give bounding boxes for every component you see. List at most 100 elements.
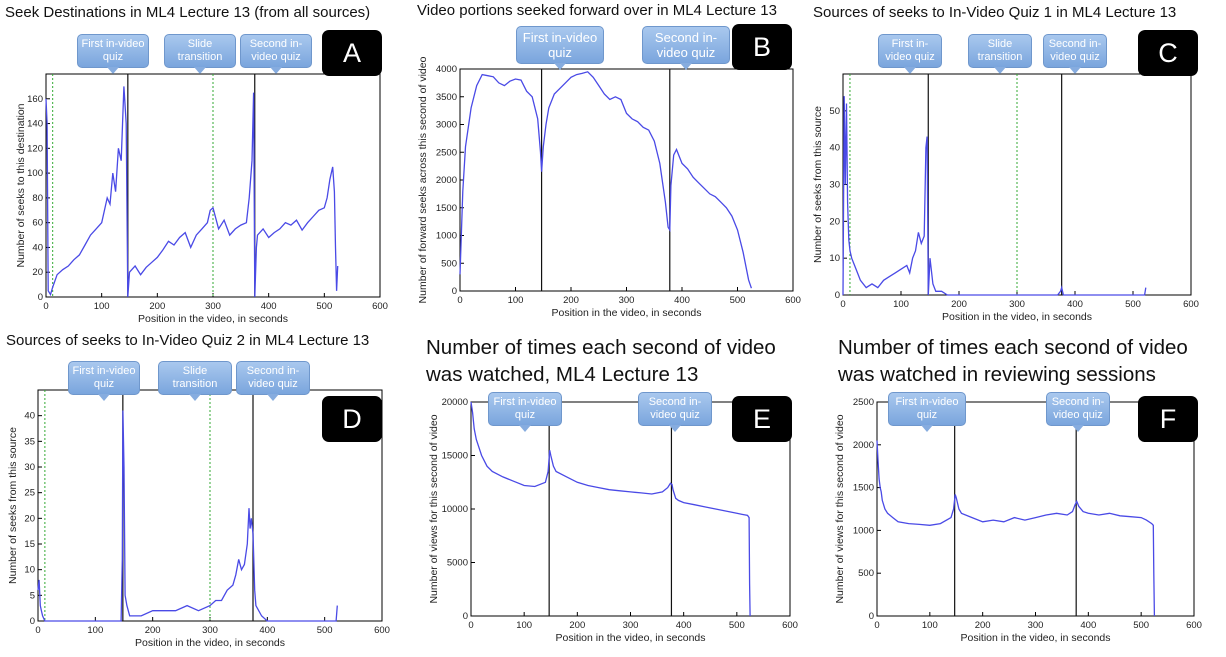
y-tick-label: 15000 xyxy=(442,451,468,462)
y-tick-label: 40 xyxy=(24,411,35,422)
x-tick-label: 100 xyxy=(87,625,103,636)
y-tick-label: 10 xyxy=(829,253,840,264)
y-tick-label: 20 xyxy=(32,267,43,278)
y-tick-label: 60 xyxy=(32,218,43,229)
callout-slide-transition: Slide transition xyxy=(158,361,232,401)
x-tick-label: 200 xyxy=(975,620,991,631)
x-tick-label: 0 xyxy=(43,301,48,312)
panel-badge: C xyxy=(1138,30,1198,76)
callout-first-quiz: First in-video quiz xyxy=(888,392,966,432)
y-axis-label: Number of views for this second of video xyxy=(834,414,846,603)
x-tick-label: 500 xyxy=(730,295,746,306)
chart-b: 0 100 200 300 400 500 600 0 500 1000 1500 2000 2500 3… xyxy=(417,56,801,319)
callout-slide-transition: Slide transition xyxy=(164,34,236,74)
x-tick-label: 600 xyxy=(374,625,390,636)
y-tick-label: 0 xyxy=(869,611,874,622)
callout-slide-transition: Slide transition xyxy=(968,34,1032,74)
x-axis-label: Position in the video, in seconds xyxy=(135,637,285,649)
x-tick-label: 500 xyxy=(1125,299,1141,310)
y-tick-label: 4000 xyxy=(436,64,457,75)
x-tick-label: 500 xyxy=(729,620,745,631)
callout-first-quiz: First in-video quiz xyxy=(516,26,604,70)
y-tick-label: 1000 xyxy=(436,231,457,242)
y-tick-label: 500 xyxy=(858,568,874,579)
panel-b: Video portions seeked forward over in ML… xyxy=(410,0,820,328)
x-tick-label: 600 xyxy=(372,301,388,312)
y-tick-label: 25 xyxy=(24,488,35,499)
y-tick-label: 0 xyxy=(30,616,35,627)
y-tick-label: 120 xyxy=(27,143,43,154)
x-tick-label: 600 xyxy=(782,620,798,631)
x-tick-label: 200 xyxy=(563,295,579,306)
y-tick-label: 30 xyxy=(829,180,840,191)
panel-f: Number of times each second of video was… xyxy=(810,328,1226,657)
panel-e: Number of times each second of video was… xyxy=(410,328,820,657)
callout-second-quiz: Second in-video quiz xyxy=(638,392,712,432)
y-tick-label: 1500 xyxy=(853,483,874,494)
callout-first-quiz: First in-video quiz xyxy=(77,34,149,74)
y-axis-label: Number of seeks from this source xyxy=(812,106,824,263)
panel-title: Video portions seeked forward over in ML… xyxy=(417,2,777,19)
x-tick-label: 100 xyxy=(508,295,524,306)
y-tick-label: 0 xyxy=(835,290,840,301)
x-tick-label: 0 xyxy=(457,295,462,306)
x-tick-label: 300 xyxy=(623,620,639,631)
x-tick-label: 200 xyxy=(149,301,165,312)
x-tick-label: 400 xyxy=(261,301,277,312)
chart-f: 0 100 200 300 400 500 600 0 500 1000 1500 2000 2500 P… xyxy=(834,397,1202,644)
chart-e: 0 100 200 300 400 500 600 0 5000 10000 15000 20000 P… xyxy=(428,397,798,644)
y-tick-label: 1000 xyxy=(853,525,874,536)
x-tick-label: 0 xyxy=(35,625,40,636)
x-axis-label: Position in the video, in seconds xyxy=(138,313,288,325)
x-tick-label: 400 xyxy=(1080,620,1096,631)
y-axis-label: Number of views for this second of video xyxy=(428,414,440,603)
y-tick-label: 20 xyxy=(24,513,35,524)
y-tick-label: 500 xyxy=(441,258,457,269)
x-tick-label: 100 xyxy=(516,620,532,631)
callout-first-quiz: First in-video quiz xyxy=(878,34,942,74)
callout-second-quiz: Second in-video quiz xyxy=(236,361,310,401)
y-tick-label: 15 xyxy=(24,539,35,550)
x-tick-label: 400 xyxy=(1067,299,1083,310)
y-tick-label: 30 xyxy=(24,462,35,473)
chart-c: 0 100 200 300 400 500 600 0 10 20 30 40 50 Position i… xyxy=(812,73,1199,323)
x-tick-label: 0 xyxy=(468,620,473,631)
callout-first-quiz: First in-video quiz xyxy=(68,361,140,401)
series-line xyxy=(470,401,751,617)
x-tick-label: 600 xyxy=(785,295,801,306)
y-tick-label: 0 xyxy=(463,611,468,622)
panel-badge: D xyxy=(322,396,382,442)
y-tick-label: 2000 xyxy=(853,440,874,451)
series-line xyxy=(45,86,339,298)
x-tick-label: 600 xyxy=(1183,299,1199,310)
x-tick-label: 300 xyxy=(619,295,635,306)
x-tick-label: 0 xyxy=(874,620,879,631)
y-tick-label: 20000 xyxy=(442,397,468,408)
y-tick-label: 50 xyxy=(829,106,840,117)
chart-d: 0 100 200 300 400 500 600 0 5 10 15 20 25 30 35 40 Posit… xyxy=(7,389,390,649)
y-tick-label: 160 xyxy=(27,94,43,105)
y-tick-label: 80 xyxy=(32,193,43,204)
y-tick-label: 0 xyxy=(452,286,457,297)
panel-title: Number of times each second of video was… xyxy=(838,336,1188,386)
x-tick-label: 0 xyxy=(840,299,845,310)
x-tick-label: 200 xyxy=(145,625,161,636)
panel-title: Seek Destinations in ML4 Lecture 13 (fro… xyxy=(5,4,371,21)
panel-badge: B xyxy=(732,24,792,70)
panel-title: Number of times each second of video was… xyxy=(426,336,776,386)
x-tick-label: 100 xyxy=(922,620,938,631)
y-tick-label: 5 xyxy=(30,590,35,601)
x-tick-label: 300 xyxy=(1009,299,1025,310)
panel-badge: E xyxy=(732,396,792,442)
callout-second-quiz: Second in-video quiz xyxy=(1043,34,1107,74)
y-tick-label: 40 xyxy=(32,242,43,253)
callout-second-quiz: Second in-video quiz xyxy=(642,26,730,70)
x-tick-label: 400 xyxy=(676,620,692,631)
y-axis-label: Number of forward seeks across this seco… xyxy=(417,56,429,303)
y-tick-label: 35 xyxy=(24,436,35,447)
x-tick-label: 500 xyxy=(1133,620,1149,631)
panel-title: Sources of seeks to In-Video Quiz 2 in M… xyxy=(6,332,370,349)
y-tick-label: 40 xyxy=(829,143,840,154)
chart-a: 0 100 200 300 400 500 600 0 20 40 60 80 100 120 140 160… xyxy=(15,73,388,325)
panel-title: Sources of seeks to In-Video Quiz 1 in M… xyxy=(813,4,1177,21)
